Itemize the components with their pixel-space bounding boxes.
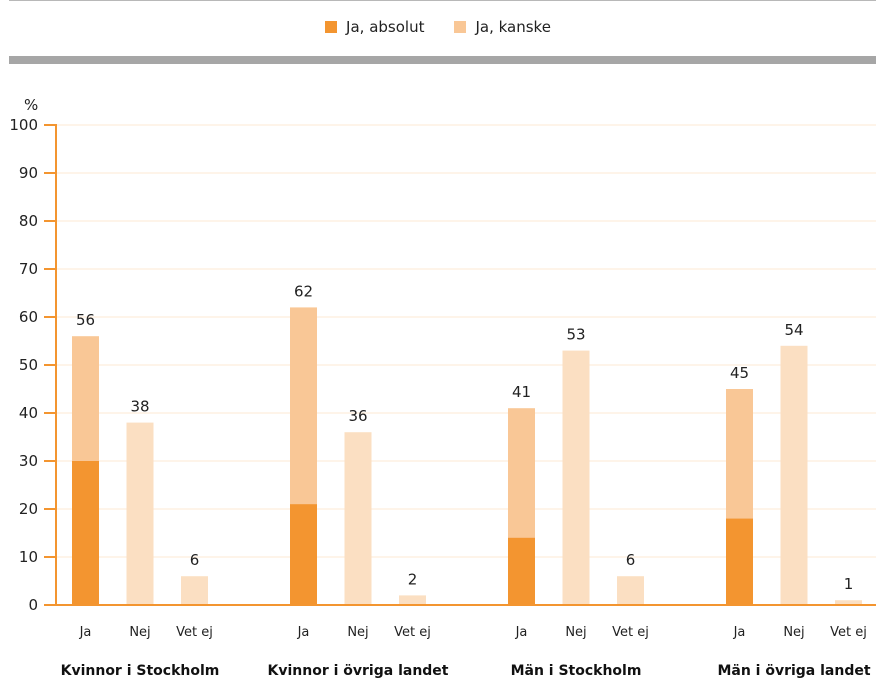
x-tick-label: Nej bbox=[565, 625, 586, 640]
data-label: 56 bbox=[76, 311, 95, 329]
data-label: 38 bbox=[130, 398, 149, 416]
bar bbox=[617, 576, 644, 605]
y-tick-label-20: 20 bbox=[19, 500, 38, 518]
x-tick-label: Ja bbox=[79, 625, 92, 640]
y-tick-label-70: 70 bbox=[19, 260, 38, 278]
y-tick-label-80: 80 bbox=[19, 212, 38, 230]
data-label: 36 bbox=[348, 407, 367, 425]
data-label: 2 bbox=[408, 570, 418, 588]
y-tick-label-30: 30 bbox=[19, 452, 38, 470]
legend-item-kanske: Ja, kanske bbox=[454, 18, 551, 36]
top-rule bbox=[9, 0, 876, 1]
bar bbox=[344, 432, 372, 605]
data-label: 1 bbox=[844, 575, 854, 593]
data-label: 53 bbox=[566, 326, 585, 344]
bar bbox=[126, 422, 154, 605]
x-tick-label: Nej bbox=[129, 625, 150, 640]
legend-item-absolut: Ja, absolut bbox=[325, 18, 424, 36]
data-label: 54 bbox=[784, 321, 803, 339]
legend-divider bbox=[9, 56, 876, 64]
legend-swatch-kanske bbox=[454, 21, 467, 33]
legend-label-absolut: Ja, absolut bbox=[346, 18, 425, 36]
bar-absolut bbox=[72, 461, 99, 605]
x-tick-label: Ja bbox=[297, 625, 310, 640]
data-label: 45 bbox=[730, 364, 749, 382]
x-tick-label: Nej bbox=[783, 625, 804, 640]
y-tick-label-90: 90 bbox=[19, 164, 38, 182]
bar bbox=[181, 576, 208, 605]
bar-absolut bbox=[726, 518, 753, 605]
bar bbox=[835, 600, 862, 605]
data-label: 62 bbox=[294, 282, 313, 300]
x-tick-label: Vet ej bbox=[394, 625, 431, 640]
x-tick-label: Vet ej bbox=[830, 625, 867, 640]
bar bbox=[399, 595, 426, 605]
data-label: 41 bbox=[512, 383, 531, 401]
legend-label-kanske: Ja, kanske bbox=[475, 18, 551, 36]
y-tick-label-10: 10 bbox=[19, 548, 38, 566]
legend-swatch-absolut bbox=[325, 21, 338, 33]
y-tick-label-0: 0 bbox=[28, 596, 38, 614]
x-tick-label: Nej bbox=[347, 625, 368, 640]
chart-legend: Ja, absolut Ja, kanske bbox=[0, 18, 876, 36]
y-tick-label-40: 40 bbox=[19, 404, 38, 422]
bar bbox=[562, 350, 590, 605]
x-tick-label: Ja bbox=[515, 625, 528, 640]
group-label: Kvinnor i Stockholm bbox=[61, 663, 220, 679]
bar-absolut bbox=[290, 504, 317, 605]
x-tick-label: Vet ej bbox=[612, 625, 649, 640]
y-unit-label: % bbox=[24, 96, 38, 114]
y-tick-label-60: 60 bbox=[19, 308, 38, 326]
group-label: Kvinnor i övriga landet bbox=[268, 663, 449, 679]
bar bbox=[780, 345, 808, 605]
bar-absolut bbox=[508, 537, 535, 605]
x-tick-label: Ja bbox=[733, 625, 746, 640]
y-tick-label-100: 100 bbox=[9, 116, 38, 134]
data-label: 6 bbox=[190, 551, 200, 569]
x-tick-label: Vet ej bbox=[176, 625, 213, 640]
group-label: Män i Stockholm bbox=[511, 663, 642, 679]
group-label: Män i övriga landet bbox=[717, 663, 870, 679]
y-tick-label-50: 50 bbox=[19, 356, 38, 374]
data-label: 6 bbox=[626, 551, 636, 569]
